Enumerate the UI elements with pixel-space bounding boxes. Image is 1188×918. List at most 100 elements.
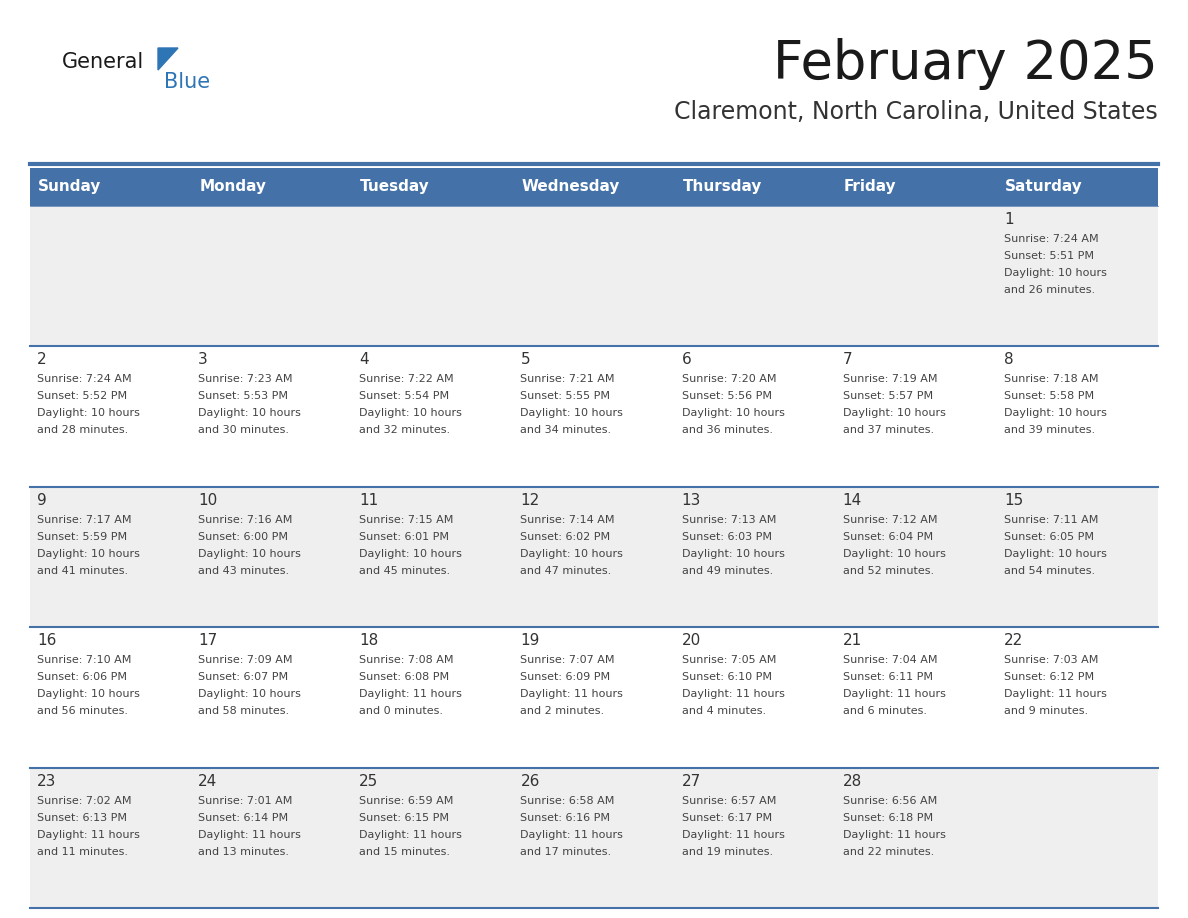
Bar bbox=[513, 627, 675, 767]
Text: Daylight: 11 hours: Daylight: 11 hours bbox=[37, 830, 140, 840]
Text: Daylight: 11 hours: Daylight: 11 hours bbox=[842, 830, 946, 840]
Bar bbox=[675, 487, 835, 627]
Text: Sunset: 5:51 PM: Sunset: 5:51 PM bbox=[1004, 251, 1094, 261]
Text: Saturday: Saturday bbox=[1005, 180, 1082, 195]
Text: 9: 9 bbox=[37, 493, 46, 508]
Text: February 2025: February 2025 bbox=[773, 38, 1158, 90]
Text: and 32 minutes.: and 32 minutes. bbox=[359, 425, 450, 435]
Text: 6: 6 bbox=[682, 353, 691, 367]
Text: Sunrise: 7:03 AM: Sunrise: 7:03 AM bbox=[1004, 655, 1098, 666]
Text: Daylight: 10 hours: Daylight: 10 hours bbox=[842, 549, 946, 559]
Text: Sunrise: 7:05 AM: Sunrise: 7:05 AM bbox=[682, 655, 776, 666]
Text: Daylight: 10 hours: Daylight: 10 hours bbox=[37, 549, 140, 559]
Text: Sunset: 6:03 PM: Sunset: 6:03 PM bbox=[682, 532, 771, 542]
Text: 2: 2 bbox=[37, 353, 46, 367]
Text: and 19 minutes.: and 19 minutes. bbox=[682, 846, 772, 856]
Text: Daylight: 10 hours: Daylight: 10 hours bbox=[842, 409, 946, 419]
Bar bbox=[675, 767, 835, 908]
Text: Daylight: 11 hours: Daylight: 11 hours bbox=[359, 689, 462, 700]
Text: Daylight: 10 hours: Daylight: 10 hours bbox=[520, 409, 624, 419]
Text: 1: 1 bbox=[1004, 212, 1013, 227]
Text: Sunset: 5:52 PM: Sunset: 5:52 PM bbox=[37, 391, 127, 401]
Bar bbox=[835, 627, 997, 767]
Text: 10: 10 bbox=[198, 493, 217, 508]
Bar bbox=[675, 206, 835, 346]
Bar bbox=[353, 627, 513, 767]
Bar bbox=[353, 767, 513, 908]
Text: Daylight: 10 hours: Daylight: 10 hours bbox=[520, 549, 624, 559]
Text: Sunset: 6:18 PM: Sunset: 6:18 PM bbox=[842, 812, 933, 823]
Bar bbox=[353, 346, 513, 487]
Bar bbox=[997, 767, 1158, 908]
Text: and 43 minutes.: and 43 minutes. bbox=[198, 565, 289, 576]
Text: Daylight: 11 hours: Daylight: 11 hours bbox=[198, 830, 301, 840]
Bar bbox=[353, 487, 513, 627]
Text: Claremont, North Carolina, United States: Claremont, North Carolina, United States bbox=[675, 100, 1158, 124]
Bar bbox=[835, 168, 997, 206]
Text: and 9 minutes.: and 9 minutes. bbox=[1004, 706, 1088, 716]
Bar bbox=[997, 487, 1158, 627]
Text: 15: 15 bbox=[1004, 493, 1023, 508]
Bar bbox=[191, 168, 353, 206]
Text: Daylight: 10 hours: Daylight: 10 hours bbox=[37, 409, 140, 419]
Text: Sunset: 6:08 PM: Sunset: 6:08 PM bbox=[359, 672, 449, 682]
Bar bbox=[30, 487, 191, 627]
Text: 11: 11 bbox=[359, 493, 379, 508]
Text: Sunrise: 6:58 AM: Sunrise: 6:58 AM bbox=[520, 796, 615, 806]
Text: Sunset: 6:17 PM: Sunset: 6:17 PM bbox=[682, 812, 772, 823]
Bar bbox=[835, 487, 997, 627]
Text: Sunset: 6:09 PM: Sunset: 6:09 PM bbox=[520, 672, 611, 682]
Bar bbox=[30, 767, 191, 908]
Text: and 28 minutes.: and 28 minutes. bbox=[37, 425, 128, 435]
Text: Sunset: 6:11 PM: Sunset: 6:11 PM bbox=[842, 672, 933, 682]
Text: and 2 minutes.: and 2 minutes. bbox=[520, 706, 605, 716]
Text: Daylight: 10 hours: Daylight: 10 hours bbox=[682, 409, 784, 419]
Text: Daylight: 11 hours: Daylight: 11 hours bbox=[682, 830, 784, 840]
Text: 24: 24 bbox=[198, 774, 217, 789]
Text: Sunset: 6:07 PM: Sunset: 6:07 PM bbox=[198, 672, 289, 682]
Text: 12: 12 bbox=[520, 493, 539, 508]
Text: Sunrise: 7:18 AM: Sunrise: 7:18 AM bbox=[1004, 375, 1099, 385]
Text: Sunrise: 7:21 AM: Sunrise: 7:21 AM bbox=[520, 375, 615, 385]
Text: and 45 minutes.: and 45 minutes. bbox=[359, 565, 450, 576]
Bar bbox=[997, 627, 1158, 767]
Text: Sunset: 5:57 PM: Sunset: 5:57 PM bbox=[842, 391, 933, 401]
Text: Sunrise: 7:24 AM: Sunrise: 7:24 AM bbox=[37, 375, 132, 385]
Bar bbox=[513, 346, 675, 487]
Bar bbox=[513, 206, 675, 346]
Text: Sunrise: 7:20 AM: Sunrise: 7:20 AM bbox=[682, 375, 776, 385]
Bar bbox=[675, 168, 835, 206]
Text: Sunrise: 7:04 AM: Sunrise: 7:04 AM bbox=[842, 655, 937, 666]
Text: Sunrise: 7:22 AM: Sunrise: 7:22 AM bbox=[359, 375, 454, 385]
Text: Daylight: 10 hours: Daylight: 10 hours bbox=[359, 549, 462, 559]
Bar bbox=[353, 168, 513, 206]
Text: Daylight: 10 hours: Daylight: 10 hours bbox=[359, 409, 462, 419]
Text: Sunrise: 7:11 AM: Sunrise: 7:11 AM bbox=[1004, 515, 1098, 525]
Text: and 4 minutes.: and 4 minutes. bbox=[682, 706, 766, 716]
Text: Sunset: 6:04 PM: Sunset: 6:04 PM bbox=[842, 532, 933, 542]
Text: 20: 20 bbox=[682, 633, 701, 648]
Bar bbox=[675, 346, 835, 487]
Bar bbox=[513, 767, 675, 908]
Text: 14: 14 bbox=[842, 493, 862, 508]
Text: 13: 13 bbox=[682, 493, 701, 508]
Bar bbox=[191, 346, 353, 487]
Text: Sunrise: 7:24 AM: Sunrise: 7:24 AM bbox=[1004, 234, 1099, 244]
Text: Daylight: 10 hours: Daylight: 10 hours bbox=[198, 549, 301, 559]
Text: Sunrise: 7:13 AM: Sunrise: 7:13 AM bbox=[682, 515, 776, 525]
Text: 19: 19 bbox=[520, 633, 539, 648]
Bar bbox=[997, 168, 1158, 206]
Text: Sunrise: 7:12 AM: Sunrise: 7:12 AM bbox=[842, 515, 937, 525]
Text: Sunset: 6:16 PM: Sunset: 6:16 PM bbox=[520, 812, 611, 823]
Bar bbox=[997, 346, 1158, 487]
Text: Sunrise: 7:09 AM: Sunrise: 7:09 AM bbox=[198, 655, 292, 666]
Text: Sunrise: 7:07 AM: Sunrise: 7:07 AM bbox=[520, 655, 615, 666]
Text: and 26 minutes.: and 26 minutes. bbox=[1004, 285, 1095, 295]
Text: Daylight: 10 hours: Daylight: 10 hours bbox=[37, 689, 140, 700]
Text: and 11 minutes.: and 11 minutes. bbox=[37, 846, 128, 856]
Text: 25: 25 bbox=[359, 774, 379, 789]
Polygon shape bbox=[158, 48, 178, 70]
Text: 21: 21 bbox=[842, 633, 862, 648]
Text: Sunrise: 7:16 AM: Sunrise: 7:16 AM bbox=[198, 515, 292, 525]
Bar bbox=[675, 627, 835, 767]
